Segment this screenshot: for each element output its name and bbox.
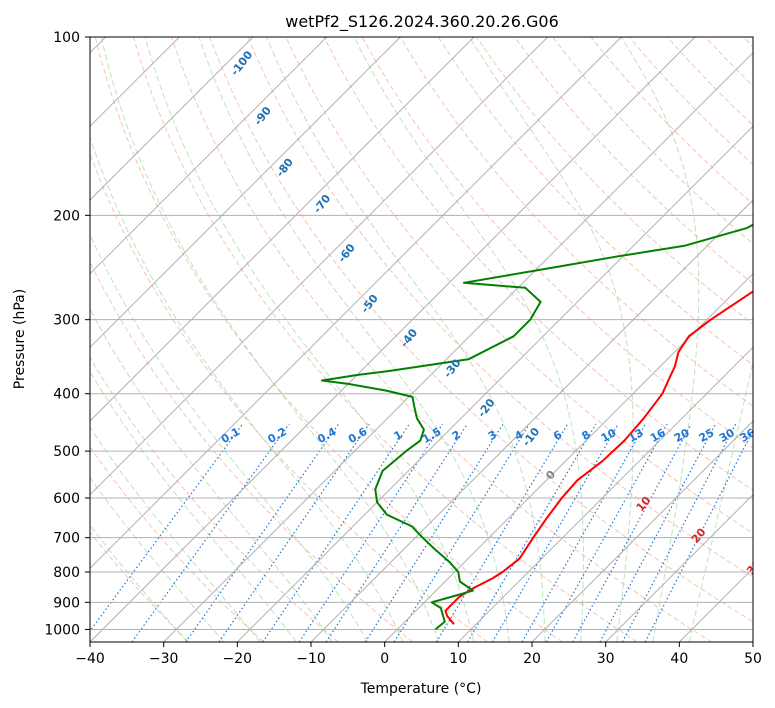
- mixing-ratio-line: [521, 423, 646, 642]
- isotherm-line: [310, 199, 753, 642]
- x-tick-label: 40: [670, 651, 688, 667]
- y-axis: 1000 900 800 700 600 500 400 300 200 100: [44, 30, 90, 638]
- moist-adiabat-line: [90, 232, 369, 642]
- dewpoint-profile: [321, 223, 753, 631]
- moist-adiabat-line: [90, 135, 404, 642]
- x-tick-label: −20: [223, 651, 253, 667]
- x-tick-label: −40: [75, 651, 105, 667]
- isotherm-line: [90, 37, 254, 201]
- mixing-ratio-line: [572, 423, 692, 642]
- moist-adiabat-line: [266, 37, 546, 642]
- x-tick-label: 10: [449, 651, 467, 667]
- y-tick-label: 900: [53, 595, 80, 611]
- isotherm-line: [90, 37, 696, 642]
- plot-area: -100-90-80-70-60-50-40-30-20-100.1 0.2 0.4…: [90, 37, 764, 642]
- mixing-ratio-lines: [90, 423, 753, 642]
- moist-adiabat-line: [90, 426, 261, 642]
- y-tick-label: 100: [53, 30, 80, 46]
- mixing-ratio-line: [325, 423, 468, 642]
- isotherm-line: [90, 37, 622, 570]
- mixing-ratio-line: [545, 423, 668, 642]
- mixing-ratio-line: [621, 423, 737, 642]
- isotherm-line: [236, 125, 753, 642]
- moist-adiabat-line: [100, 37, 439, 642]
- x-tick-label: −10: [296, 651, 326, 667]
- moist-adiabat-line: [353, 37, 584, 642]
- isotherm-line: [531, 420, 753, 642]
- dry-adiabat-line: [90, 152, 488, 642]
- mixing-ratio-line: [435, 423, 569, 642]
- mixing-ratio-line: [90, 423, 244, 632]
- x-axis-title: Temperature (°C): [360, 681, 482, 697]
- dry-adiabat-line: [171, 37, 712, 642]
- x-tick-label: 0: [380, 651, 389, 667]
- dry-adiabat-line: [361, 37, 753, 449]
- y-tick-label: 500: [53, 444, 80, 460]
- mixing-ratio-line: [185, 423, 340, 642]
- dry-adiabat-line: [285, 37, 753, 535]
- mixing-ratio-line: [644, 428, 753, 642]
- dry-adiabat-line: [437, 37, 753, 366]
- isotherm-line: [163, 51, 753, 642]
- temperature-profile: [444, 290, 753, 625]
- dry-adiabat-line: [94, 37, 563, 642]
- isotherm-line: [457, 346, 753, 642]
- y-tick-label: 800: [53, 565, 80, 581]
- moist-adiabat-line: [688, 358, 753, 642]
- mixing-ratio-line: [393, 423, 530, 642]
- dry-adiabat-line: [399, 37, 753, 407]
- isotherm-line: [605, 493, 753, 642]
- profile-series: [321, 223, 753, 631]
- dry-adiabats: [90, 37, 753, 642]
- moist-adiabats: [90, 37, 753, 642]
- mixing-ratio-line: [364, 423, 504, 642]
- isotherm-line: [90, 37, 328, 275]
- y-tick-label: 700: [53, 531, 80, 547]
- pressure-gridlines: [90, 37, 753, 630]
- y-axis-title: Pressure (hPa): [12, 289, 28, 389]
- dry-adiabat-line: [514, 37, 753, 285]
- dry-adiabat-line: [323, 37, 753, 491]
- mixing-ratio-line: [218, 423, 370, 642]
- x-tick-label: 50: [744, 651, 762, 667]
- isotherms: [90, 37, 753, 642]
- x-tick-label: 30: [597, 651, 615, 667]
- dry-adiabat-line: [132, 37, 638, 642]
- dry-adiabat-line: [90, 531, 190, 642]
- x-tick-label: −30: [149, 651, 179, 667]
- mixing-ratio-line: [599, 423, 717, 642]
- moist-adiabat-line: [90, 524, 188, 642]
- isotherm-line: [90, 37, 549, 496]
- mixing-ratio-line: [131, 423, 290, 642]
- plot-frame: [89, 36, 754, 643]
- y-tick-label: 600: [53, 491, 80, 507]
- dry-adiabat-line: [247, 37, 753, 578]
- y-tick-label: 1000: [44, 622, 80, 638]
- moist-adiabat-line: [198, 37, 510, 642]
- y-tick-label: 300: [53, 313, 80, 329]
- y-tick-label: 400: [53, 387, 80, 403]
- mixing-ratio-label: 36: [738, 426, 758, 445]
- isotherm-line: [90, 37, 475, 422]
- chart-title: wetPf2_S126.2024.360.20.26.G06: [285, 12, 559, 32]
- isotherm-line: [90, 37, 401, 349]
- moist-adiabat-line: [144, 37, 475, 642]
- y-tick-label: 200: [53, 208, 80, 224]
- dry-adiabat-line: [90, 356, 339, 642]
- theta-e-label: 30: [744, 557, 764, 577]
- dry-adiabat-line: [90, 446, 264, 642]
- moist-adiabat-line: [90, 476, 225, 642]
- x-axis: −40 −30 −20 −10 0 10 20 30 40 50: [75, 642, 762, 667]
- x-tick-label: 20: [523, 651, 541, 667]
- moist-adiabat-line: [620, 37, 700, 642]
- dry-adiabat-line: [209, 37, 753, 623]
- moist-adiabat-line: [90, 370, 297, 642]
